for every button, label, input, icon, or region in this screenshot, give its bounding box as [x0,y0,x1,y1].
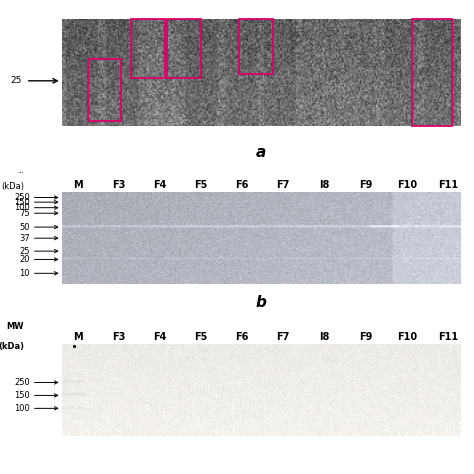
Text: 150: 150 [14,198,30,207]
Bar [412,19,452,126]
Bar [131,19,165,78]
Bar [239,19,273,74]
Text: F11: F11 [438,331,458,342]
Text: 37: 37 [19,234,30,243]
Text: M: M [73,331,82,342]
Text: 25: 25 [10,76,22,85]
Text: (kDa): (kDa) [1,182,24,191]
Text: I8: I8 [319,180,329,190]
Text: 100: 100 [14,203,30,212]
Text: 250: 250 [14,378,30,387]
Text: 20: 20 [19,255,30,264]
Text: b: b [255,295,266,310]
Text: 75: 75 [19,209,30,218]
Text: 100: 100 [14,404,30,413]
Text: MW: MW [6,322,24,331]
Text: F4: F4 [153,180,166,190]
Text: F11: F11 [438,180,458,190]
Text: F7: F7 [276,331,290,342]
Text: (kDa): (kDa) [0,342,24,351]
Text: 10: 10 [19,269,30,278]
Text: M: M [73,180,82,190]
Text: 150: 150 [14,391,30,400]
Text: F9: F9 [359,331,372,342]
Text: F3: F3 [112,331,126,342]
Bar [88,60,121,121]
Text: F10: F10 [397,180,417,190]
Bar [167,19,201,78]
Text: a: a [255,145,266,160]
Text: F5: F5 [194,331,208,342]
Text: 50: 50 [19,223,30,232]
Text: F5: F5 [194,180,208,190]
Text: F4: F4 [153,331,166,342]
Text: 25: 25 [19,246,30,255]
Text: F7: F7 [276,180,290,190]
Text: F3: F3 [112,180,126,190]
Text: I8: I8 [319,331,329,342]
Text: 250: 250 [14,193,30,202]
Text: F9: F9 [359,180,372,190]
Text: ...: ... [17,168,24,173]
Text: F6: F6 [236,180,249,190]
Text: F6: F6 [236,331,249,342]
Text: F10: F10 [397,331,417,342]
